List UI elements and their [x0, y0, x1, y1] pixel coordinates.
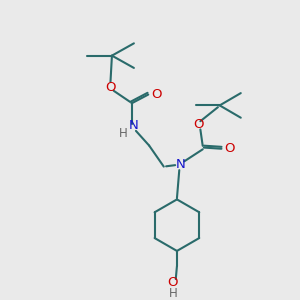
Text: O: O	[224, 142, 235, 155]
Text: O: O	[105, 81, 116, 94]
Text: N: N	[129, 119, 139, 132]
Text: O: O	[168, 276, 178, 289]
Text: O: O	[193, 118, 203, 131]
Text: O: O	[151, 88, 162, 101]
Text: H: H	[169, 287, 177, 300]
Text: H: H	[119, 127, 128, 140]
Text: N: N	[176, 158, 185, 171]
